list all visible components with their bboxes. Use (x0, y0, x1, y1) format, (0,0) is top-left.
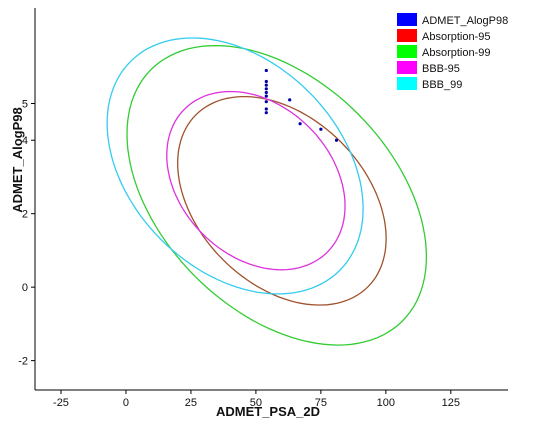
legend: ADMET_AlogP98 Absorption-95 Absorption-99 B… (392, 10, 528, 95)
legend-label: Absorption-95 (422, 31, 491, 43)
ellipse-absorption-99 (126, 44, 428, 346)
data-point (264, 107, 268, 111)
x-tick-label: 0 (123, 397, 129, 409)
y-tick-label: 2 (22, 209, 28, 221)
data-point (264, 87, 268, 91)
data-point (288, 98, 292, 102)
x-tick-label: 100 (377, 397, 395, 409)
x-tick-label: 125 (442, 397, 460, 409)
x-tick-label: 25 (185, 397, 197, 409)
data-point (264, 100, 268, 104)
legend-label: ADMET_AlogP98 (422, 15, 508, 27)
legend-swatch (397, 13, 417, 26)
legend-swatch (397, 45, 417, 58)
data-point (319, 127, 323, 131)
axes: -25 0 25 50 75 100 125 -2 0 2 4 5 (18, 8, 508, 409)
y-tick-label: 4 (22, 135, 28, 147)
ellipse-bbb-99 (106, 37, 364, 295)
legend-swatch (397, 61, 417, 74)
data-point (298, 122, 302, 126)
y-tick-label: 5 (22, 99, 28, 111)
x-tick-label: 75 (315, 397, 327, 409)
y-tick-label: -2 (18, 356, 28, 368)
data-point (264, 90, 268, 95)
legend-label: Absorption-99 (422, 47, 491, 59)
data-points (264, 68, 339, 142)
x-tick-label: 50 (250, 397, 262, 409)
data-point (264, 83, 268, 87)
x-ticks: -25 0 25 50 75 100 125 (53, 390, 460, 409)
data-point (334, 138, 339, 142)
data-point (264, 79, 268, 84)
ellipse-bbb-95 (166, 90, 346, 271)
y-axis-label: ADMET_AlogP98 (10, 107, 25, 212)
x-axis-label: ADMET_PSA_2D (216, 404, 320, 419)
legend-label: BBB-95 (422, 63, 460, 75)
y-ticks: -2 0 2 4 5 (18, 99, 35, 368)
data-point (264, 111, 268, 115)
data-point (264, 94, 268, 98)
legend-label: BBB_99 (422, 79, 462, 91)
legend-swatch (397, 29, 417, 42)
x-tick-label: -25 (53, 397, 69, 409)
confidence-ellipses (106, 37, 428, 346)
ellipse-absorption-95 (177, 95, 387, 306)
data-point (264, 68, 268, 73)
legend-swatch (397, 77, 417, 90)
y-tick-label: 0 (22, 282, 28, 294)
